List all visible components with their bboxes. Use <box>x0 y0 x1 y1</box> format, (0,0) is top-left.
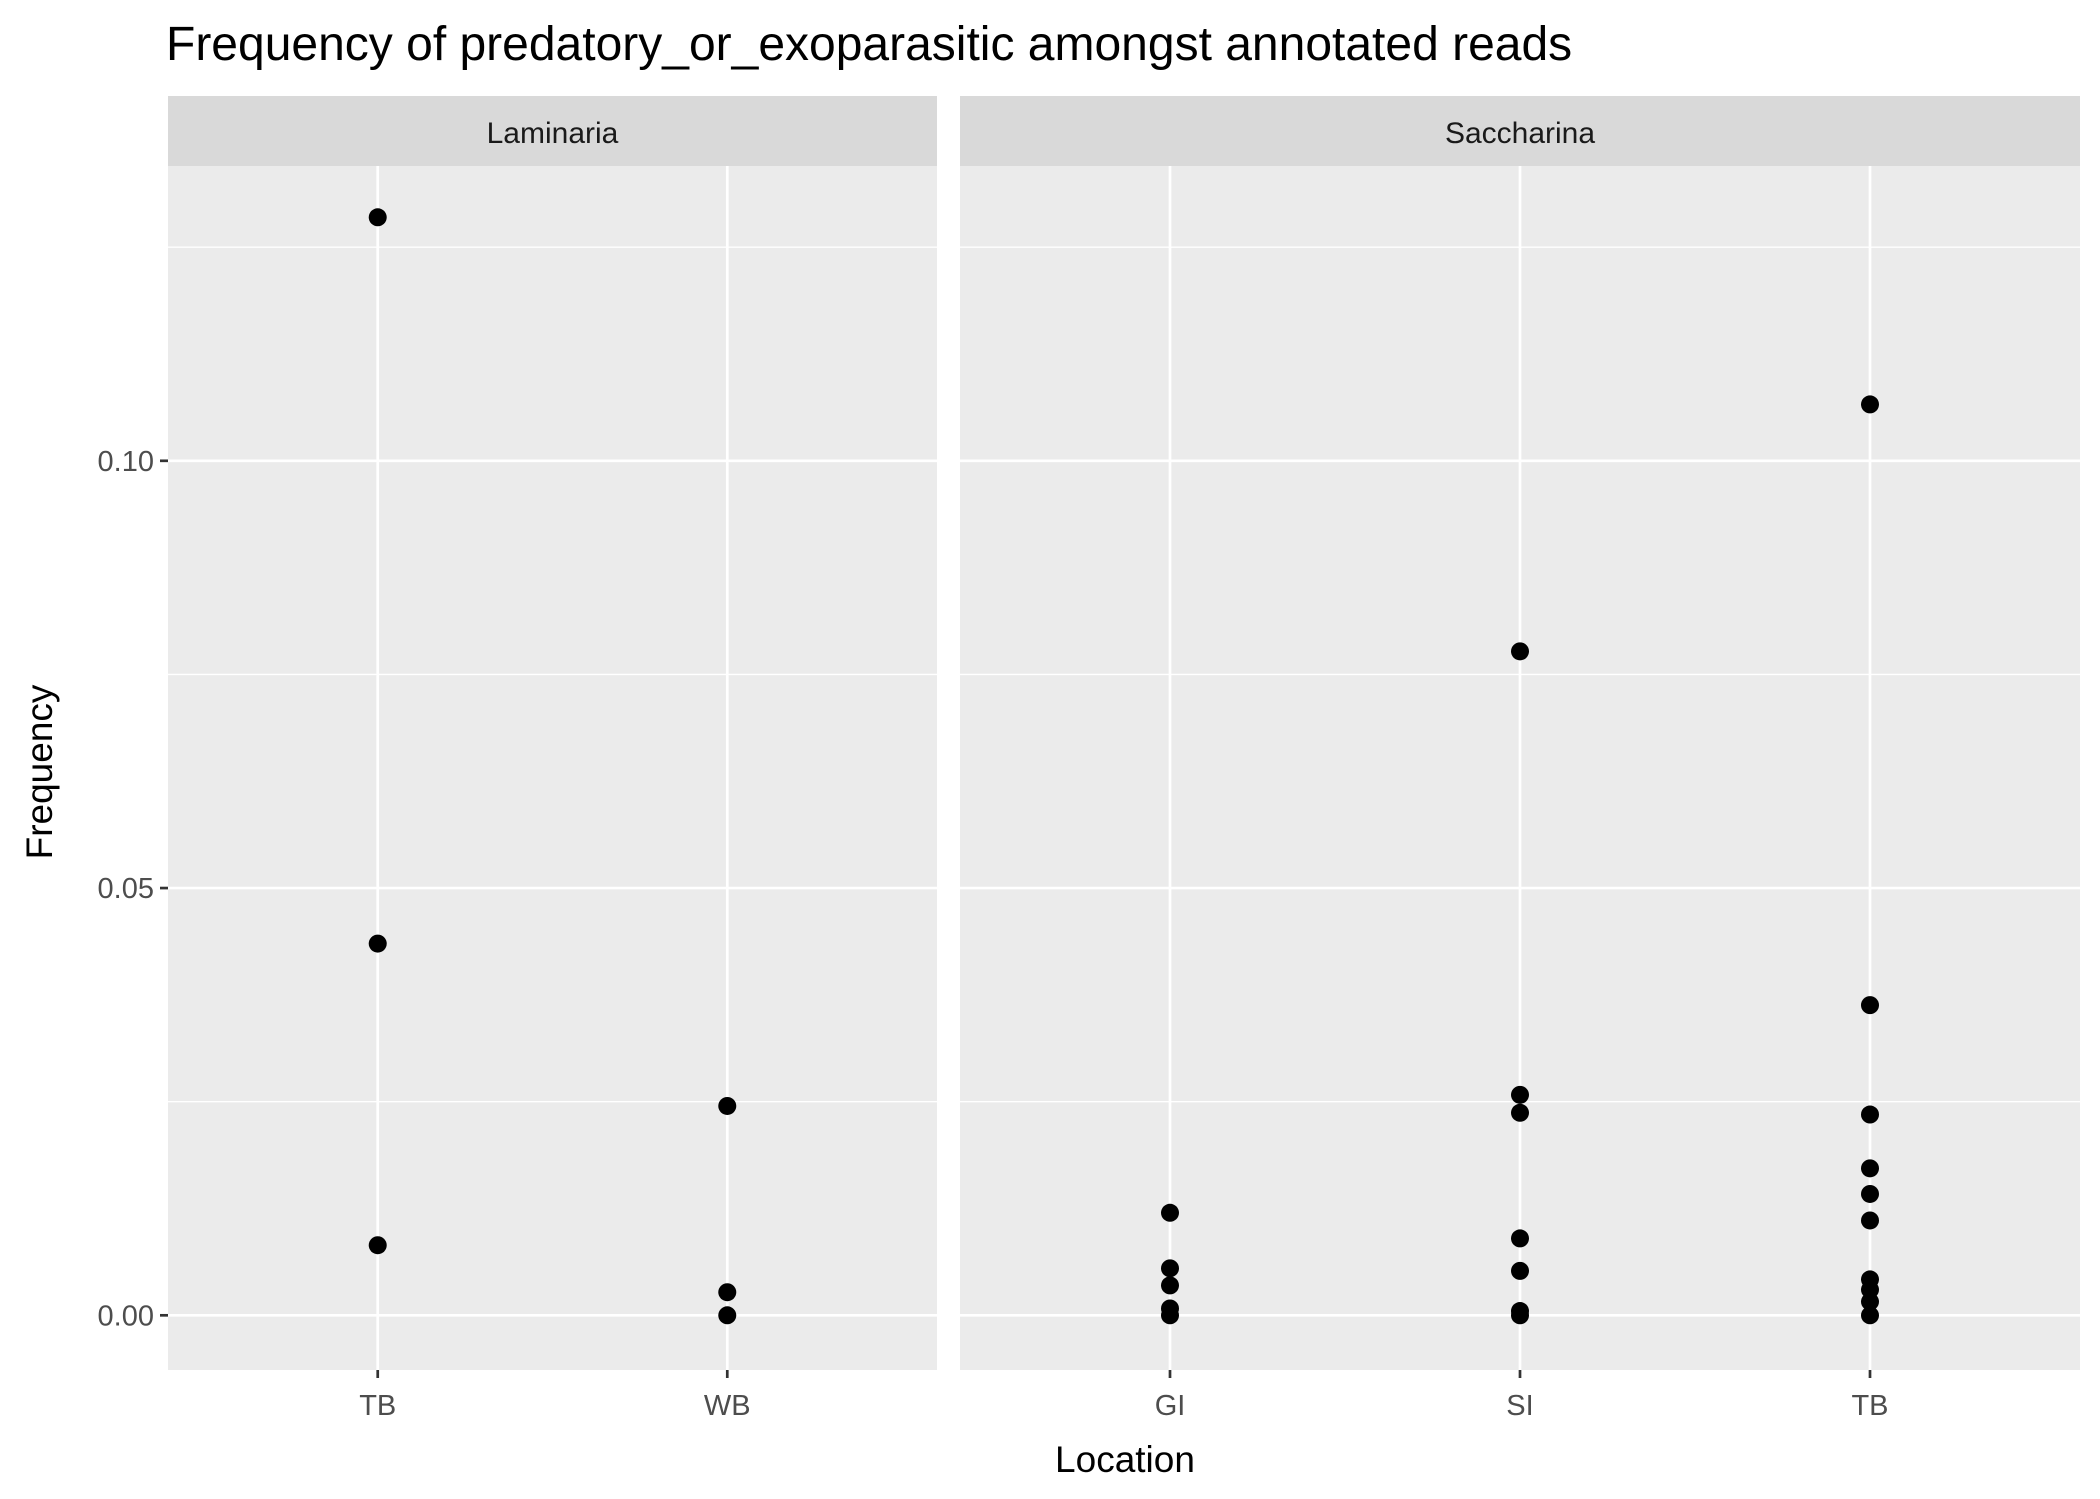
data-point <box>718 1306 737 1325</box>
data-point <box>1861 996 1879 1015</box>
y-tick-label: 0.00 <box>98 1300 154 1332</box>
data-point <box>1861 1306 1879 1325</box>
x-axis-title: Location <box>1055 1439 1195 1480</box>
data-point <box>1861 1105 1879 1124</box>
data-point <box>1511 1261 1529 1280</box>
data-point <box>1161 1259 1179 1278</box>
chart-title: Frequency of predatory_or_exoparasitic a… <box>166 18 1572 71</box>
x-tick-label: WB <box>704 1390 751 1422</box>
data-point <box>718 1096 737 1115</box>
data-point <box>1511 642 1529 661</box>
data-point <box>718 1283 737 1302</box>
x-tick-label: TB <box>359 1390 396 1422</box>
facet-strip <box>960 96 2080 166</box>
data-point <box>1861 1184 1879 1203</box>
data-point <box>1511 1306 1529 1325</box>
data-point <box>1861 1211 1879 1230</box>
panels-layer: Laminaria TB WB Saccharina GI SI TB <box>168 96 2080 1422</box>
data-point <box>1861 1292 1879 1311</box>
x-tick-label: SI <box>1506 1390 1533 1422</box>
panel-saccharina: Saccharina GI SI TB <box>960 96 2080 1422</box>
facet-strip-label: Saccharina <box>1445 117 1595 150</box>
x-tick-label: GI <box>1155 1390 1186 1422</box>
y-tick-label: 0.10 <box>98 446 154 478</box>
panel-laminaria: Laminaria TB WB <box>168 96 937 1422</box>
data-point <box>1861 395 1879 414</box>
data-point <box>368 934 387 953</box>
data-point <box>1511 1103 1529 1122</box>
data-point <box>368 208 387 227</box>
data-point <box>1511 1085 1529 1104</box>
panel-background <box>168 166 937 1370</box>
y-axis-title: Frequency <box>19 684 60 859</box>
facet-strip <box>168 96 937 166</box>
data-point <box>368 1236 387 1255</box>
data-point <box>1511 1229 1529 1248</box>
y-axis: 0.00 0.05 0.10 <box>98 446 168 1332</box>
data-point <box>1161 1306 1179 1325</box>
data-point <box>1161 1276 1179 1295</box>
data-point <box>1161 1203 1179 1222</box>
x-tick-label: TB <box>1851 1390 1888 1422</box>
data-point <box>1861 1159 1879 1178</box>
y-tick-label: 0.05 <box>98 873 154 905</box>
facet-strip-label: Laminaria <box>487 117 619 150</box>
